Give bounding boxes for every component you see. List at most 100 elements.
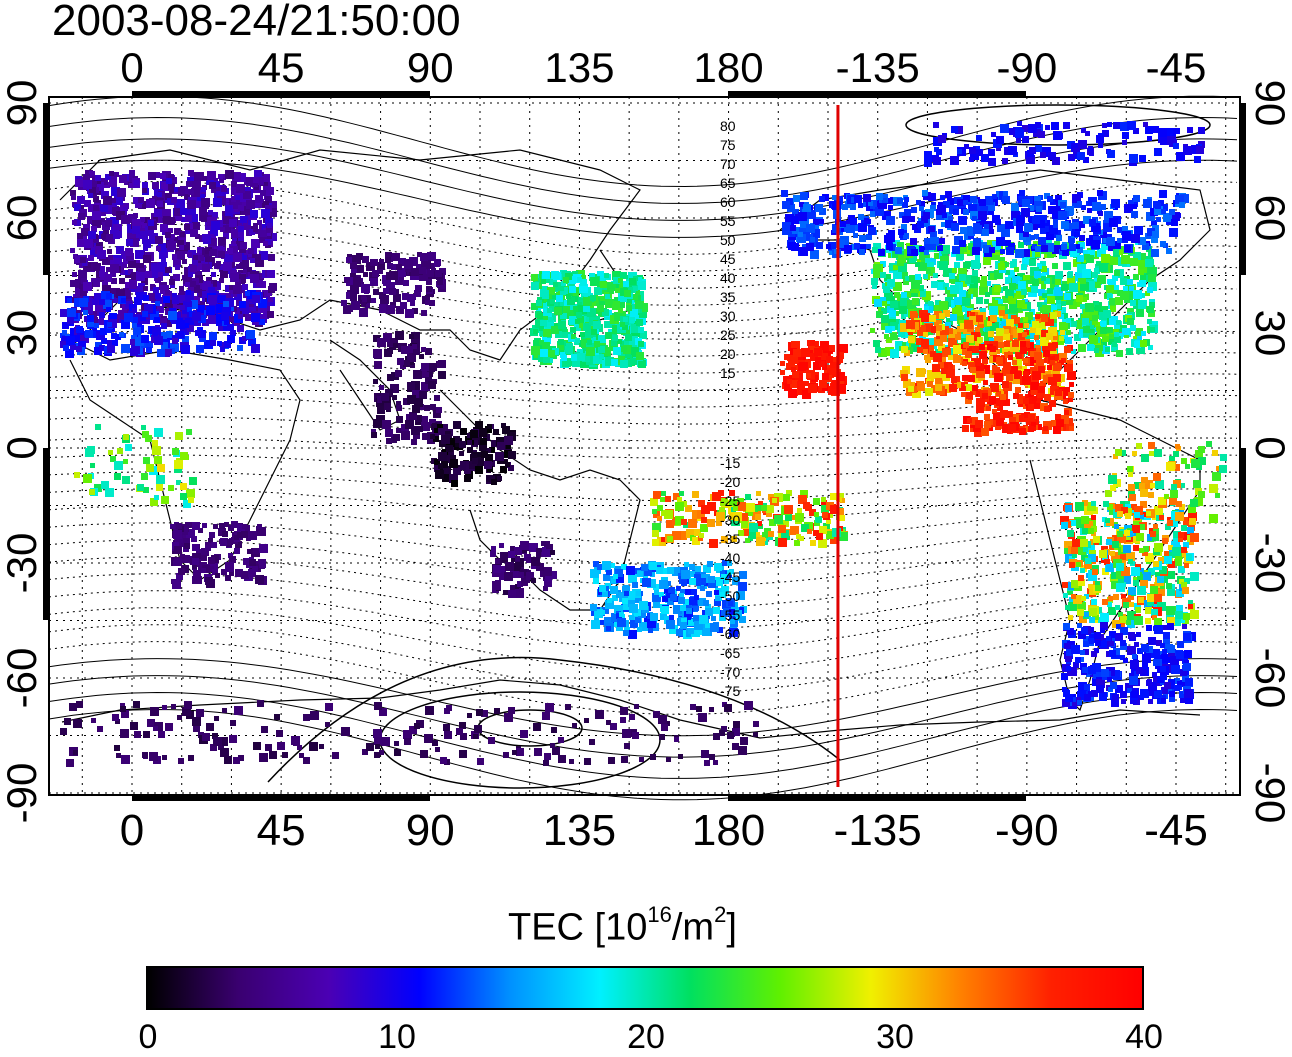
tec-cell (594, 287, 602, 295)
tec-cell (1087, 344, 1094, 351)
tec-cell (82, 261, 87, 266)
top-lon-tick-label: -135 (836, 44, 920, 91)
tec-cell (919, 201, 925, 207)
tec-cell (999, 310, 1005, 316)
tec-cell (1128, 632, 1135, 639)
tec-cell (827, 368, 836, 377)
tec-cell (255, 195, 263, 203)
tec-cell (768, 531, 774, 537)
tec-cell (126, 239, 133, 246)
tec-cell (650, 498, 658, 506)
tec-cell (636, 352, 644, 360)
tec-cell (1141, 644, 1149, 652)
tec-cell (1084, 684, 1090, 690)
tec-cell (1065, 655, 1072, 662)
tec-cell (225, 170, 234, 179)
tec-cell (1078, 344, 1086, 352)
tec-cell (92, 219, 101, 228)
tec-cell (1019, 190, 1025, 196)
tec-cell (132, 226, 140, 234)
tec-cell (994, 270, 1003, 279)
tec-cell (259, 225, 264, 230)
tec-cell (977, 337, 983, 343)
tec-cell (1007, 326, 1016, 335)
tec-cell (624, 290, 631, 297)
tec-cell (106, 327, 112, 333)
tec-cell (988, 149, 995, 156)
tec-cell (816, 533, 823, 540)
tec-cell (169, 279, 175, 285)
tec-cell (901, 374, 908, 381)
tec-cell (1128, 200, 1134, 206)
tec-cell (180, 326, 189, 335)
tec-cell (100, 266, 105, 271)
tec-cell (112, 294, 121, 303)
tec-cell (974, 429, 982, 437)
tec-cell (712, 492, 721, 501)
tec-cell (934, 320, 942, 328)
tec-cell (1167, 588, 1175, 596)
tec-cell (802, 390, 811, 399)
tec-cell (1029, 147, 1036, 154)
tec-cell (921, 313, 930, 322)
tec-cell (78, 213, 85, 220)
tec-cell (822, 194, 829, 201)
tec-cell (962, 425, 969, 432)
tec-cell (615, 288, 620, 293)
tec-cell (1018, 394, 1023, 399)
tec-cell (1019, 415, 1026, 422)
tec-cell (1083, 331, 1089, 337)
tec-cell (143, 295, 149, 301)
tec-cell (102, 285, 111, 294)
tec-cell (1171, 212, 1180, 221)
tec-cell (1183, 146, 1192, 155)
tec-cell (1069, 244, 1076, 251)
tec-cell (1121, 567, 1130, 576)
tec-cell (749, 523, 758, 532)
tec-cell (225, 293, 231, 299)
tec-cell (941, 368, 947, 374)
tec-cell (606, 569, 612, 575)
tec-cell (249, 229, 255, 235)
tec-cell (945, 220, 953, 228)
tec-cell (1160, 673, 1167, 680)
tec-cell (637, 277, 642, 282)
tec-cell (223, 233, 229, 239)
tec-cell (1060, 516, 1069, 525)
tec-cell (174, 312, 181, 319)
tec-cell (240, 242, 247, 249)
tec-cell (172, 254, 178, 260)
tec-cell (1089, 608, 1097, 616)
tec-cell (116, 211, 125, 220)
tec-cell (924, 306, 929, 311)
tec-cell (885, 326, 892, 333)
tec-cell (1019, 428, 1026, 435)
tec-cell (952, 292, 957, 297)
tec-cell (76, 346, 82, 352)
top-lon-tick-label: 0 (120, 44, 143, 91)
tec-cell (804, 381, 809, 386)
tec-cell (1114, 250, 1119, 255)
tec-cell (784, 505, 793, 514)
tec-cell (1040, 261, 1046, 267)
tec-cell (1111, 344, 1118, 351)
tec-cell (853, 233, 858, 238)
tec-cell (714, 599, 721, 606)
tec-cell (1176, 651, 1184, 659)
tec-cell (630, 620, 638, 628)
tec-cell (994, 373, 1003, 382)
tec-cell (251, 313, 260, 322)
tec-cell (1077, 152, 1085, 160)
tec-cell (1078, 242, 1085, 249)
tec-cell (903, 279, 909, 285)
tec-cell (937, 282, 945, 290)
tec-cell (190, 229, 198, 237)
tec-cell (175, 265, 180, 270)
tec-cell (167, 241, 176, 250)
tec-cell (1138, 300, 1147, 309)
tec-cell (788, 361, 795, 368)
tec-cell (989, 306, 998, 315)
tec-cell (1024, 323, 1029, 328)
tec-cell (152, 327, 161, 336)
tec-cell (626, 314, 635, 323)
